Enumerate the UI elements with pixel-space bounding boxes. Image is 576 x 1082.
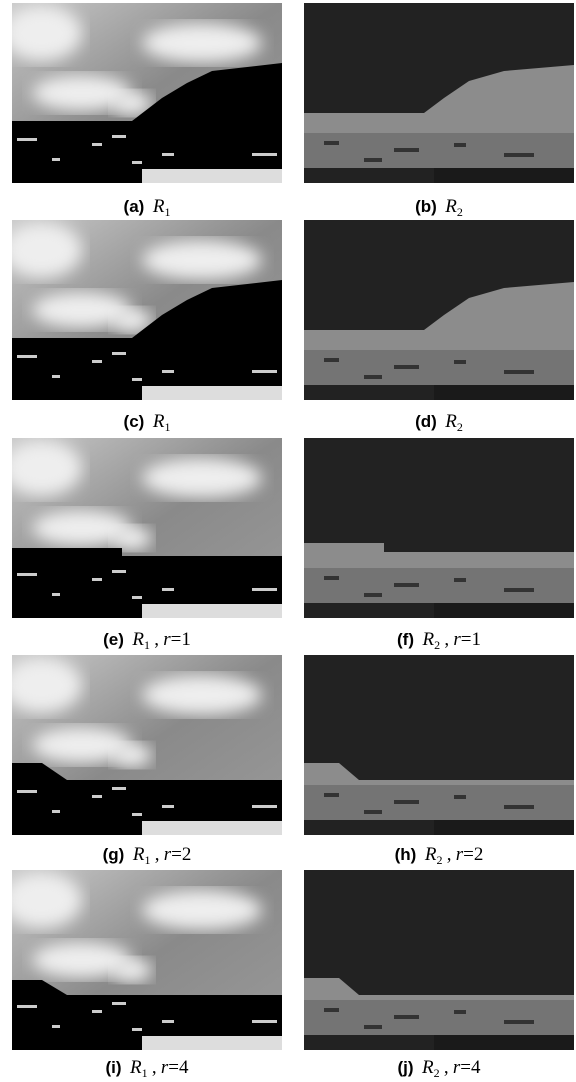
caption-tag: (g) — [103, 845, 125, 865]
panel-image — [304, 438, 574, 618]
spacer — [122, 1058, 131, 1078]
panel-image — [12, 870, 282, 1050]
caption-tag: (d) — [415, 412, 437, 432]
caption-variable: R — [153, 411, 165, 433]
caption-parameter: r — [453, 629, 460, 651]
caption-parameter-value: =4 — [168, 1057, 188, 1079]
panel-image — [304, 220, 574, 400]
caption-tag: (e) — [103, 630, 124, 650]
caption-parameter: r — [163, 629, 170, 651]
caption-variable: R — [133, 844, 145, 866]
spacer — [416, 845, 425, 865]
spacer — [144, 197, 153, 217]
caption-variable: R — [425, 844, 437, 866]
caption-parameter: r — [161, 1057, 168, 1079]
panel-image — [304, 655, 574, 835]
caption-subscript: 1 — [142, 1066, 148, 1081]
caption-subscript: 1 — [164, 205, 170, 220]
caption-subscript: 2 — [457, 205, 463, 220]
caption-variable: R — [445, 196, 457, 218]
caption-parameter-value: =1 — [461, 629, 481, 651]
spacer — [414, 1058, 423, 1078]
caption-subscript: 1 — [164, 420, 170, 435]
caption-subscript: 2 — [436, 853, 442, 868]
caption-parameter: r — [164, 844, 171, 866]
panel-image — [12, 3, 282, 183]
spacer — [124, 845, 133, 865]
caption-parameter: r — [456, 844, 463, 866]
caption-parameter-value: =2 — [463, 844, 483, 866]
spacer — [414, 630, 423, 650]
panel-image — [12, 655, 282, 835]
panel-image — [304, 870, 574, 1050]
caption-tag: (f) — [397, 630, 414, 650]
caption-tag: (a) — [124, 197, 145, 217]
spacer — [144, 412, 153, 432]
caption-subscript: 1 — [144, 853, 150, 868]
caption-tag: (b) — [415, 197, 437, 217]
caption-variable: R — [153, 196, 165, 218]
figure: (a) R1(b) R2(c) R1(d) R2(e) R1 , r=1(f) … — [0, 0, 576, 1082]
caption-tag: (h) — [395, 845, 417, 865]
caption-variable: R — [445, 411, 457, 433]
caption-tag: (j) — [397, 1058, 413, 1078]
caption-subscript: 2 — [457, 420, 463, 435]
caption-variable: R — [130, 1057, 142, 1079]
panel-image — [12, 220, 282, 400]
caption-tag: (c) — [124, 412, 145, 432]
caption-variable: R — [132, 629, 144, 651]
panel-image — [304, 3, 574, 183]
caption-variable: R — [423, 629, 435, 651]
caption-subscript: 2 — [434, 638, 440, 653]
caption-subscript: 2 — [434, 1066, 440, 1081]
caption-parameter-value: =4 — [460, 1057, 480, 1079]
caption-subscript: 1 — [144, 638, 150, 653]
caption-parameter: r — [453, 1057, 460, 1079]
panel-image — [12, 438, 282, 618]
caption-tag: (i) — [105, 1058, 121, 1078]
caption-parameter-value: =2 — [171, 844, 191, 866]
caption-variable: R — [422, 1057, 434, 1079]
caption-parameter-value: =1 — [171, 629, 191, 651]
